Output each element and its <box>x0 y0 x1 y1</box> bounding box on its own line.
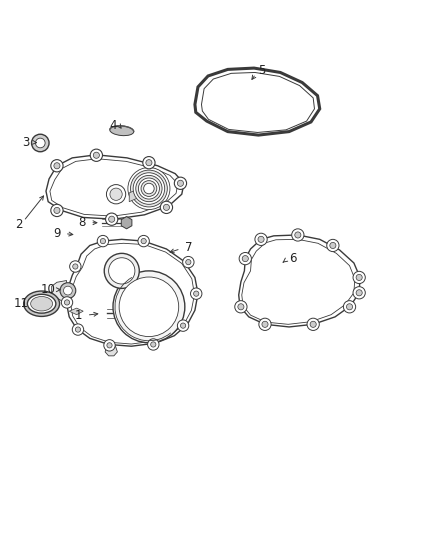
Circle shape <box>64 300 70 305</box>
Circle shape <box>160 201 173 214</box>
Circle shape <box>109 216 115 222</box>
Circle shape <box>144 183 154 194</box>
Circle shape <box>73 264 78 269</box>
Circle shape <box>35 138 45 148</box>
Text: 10: 10 <box>41 283 56 296</box>
Text: 11: 11 <box>14 297 28 310</box>
Circle shape <box>104 340 115 351</box>
Circle shape <box>109 258 135 284</box>
Circle shape <box>255 233 267 246</box>
Circle shape <box>180 323 186 328</box>
Text: 9: 9 <box>53 227 61 240</box>
Text: 6: 6 <box>289 252 297 265</box>
Circle shape <box>186 260 191 265</box>
Circle shape <box>75 327 81 332</box>
Circle shape <box>131 170 167 207</box>
Circle shape <box>113 271 185 343</box>
Circle shape <box>194 291 199 296</box>
Circle shape <box>64 286 72 295</box>
Circle shape <box>151 342 156 347</box>
Ellipse shape <box>31 296 53 311</box>
Circle shape <box>163 204 170 211</box>
Ellipse shape <box>27 294 56 313</box>
Text: 7: 7 <box>184 241 192 254</box>
Circle shape <box>119 277 179 336</box>
Circle shape <box>70 261 81 272</box>
Circle shape <box>307 318 319 330</box>
Circle shape <box>106 184 126 204</box>
Polygon shape <box>46 155 184 219</box>
Circle shape <box>136 175 162 201</box>
Circle shape <box>235 301 247 313</box>
Circle shape <box>353 287 365 299</box>
Circle shape <box>148 339 159 350</box>
Ellipse shape <box>24 291 60 317</box>
Circle shape <box>258 236 264 243</box>
Circle shape <box>32 134 49 152</box>
Polygon shape <box>239 235 360 327</box>
Circle shape <box>242 255 248 262</box>
Circle shape <box>54 207 60 214</box>
Circle shape <box>141 181 157 197</box>
Circle shape <box>327 239 339 252</box>
Circle shape <box>51 204 63 216</box>
Circle shape <box>146 159 152 166</box>
Circle shape <box>343 301 356 313</box>
Circle shape <box>292 229 304 241</box>
Circle shape <box>128 167 170 209</box>
Text: 3: 3 <box>22 135 29 149</box>
Circle shape <box>346 304 353 310</box>
Text: 8: 8 <box>79 216 86 229</box>
Circle shape <box>143 157 155 169</box>
Circle shape <box>72 324 84 335</box>
Circle shape <box>353 271 365 284</box>
Circle shape <box>104 253 139 288</box>
Circle shape <box>106 213 118 225</box>
Circle shape <box>177 180 184 187</box>
Circle shape <box>60 282 76 298</box>
Polygon shape <box>121 216 132 229</box>
Circle shape <box>259 318 271 330</box>
Circle shape <box>183 256 194 268</box>
Circle shape <box>138 178 159 199</box>
Circle shape <box>174 177 187 189</box>
Circle shape <box>133 173 165 204</box>
Text: 5: 5 <box>258 64 265 77</box>
Circle shape <box>93 152 99 158</box>
Circle shape <box>97 236 109 247</box>
Polygon shape <box>129 189 139 201</box>
Polygon shape <box>67 239 198 346</box>
Circle shape <box>239 253 251 265</box>
Circle shape <box>138 236 149 247</box>
Circle shape <box>110 188 122 200</box>
Text: 4: 4 <box>109 119 117 132</box>
Polygon shape <box>52 280 67 304</box>
Polygon shape <box>69 308 83 314</box>
Polygon shape <box>201 72 314 133</box>
Circle shape <box>100 238 106 244</box>
Circle shape <box>310 321 316 327</box>
Circle shape <box>356 274 362 280</box>
Circle shape <box>191 288 202 300</box>
Circle shape <box>61 297 73 308</box>
Text: 2: 2 <box>14 218 22 231</box>
Ellipse shape <box>110 126 134 135</box>
Circle shape <box>54 163 60 169</box>
Polygon shape <box>130 306 142 320</box>
Circle shape <box>262 321 268 327</box>
Circle shape <box>356 290 362 296</box>
Polygon shape <box>105 345 117 356</box>
Text: 1: 1 <box>75 309 83 322</box>
Circle shape <box>90 149 102 161</box>
Circle shape <box>177 320 189 332</box>
Circle shape <box>107 343 112 348</box>
Circle shape <box>141 238 146 244</box>
Circle shape <box>51 159 63 172</box>
Circle shape <box>330 243 336 248</box>
Circle shape <box>295 232 301 238</box>
Circle shape <box>238 304 244 310</box>
